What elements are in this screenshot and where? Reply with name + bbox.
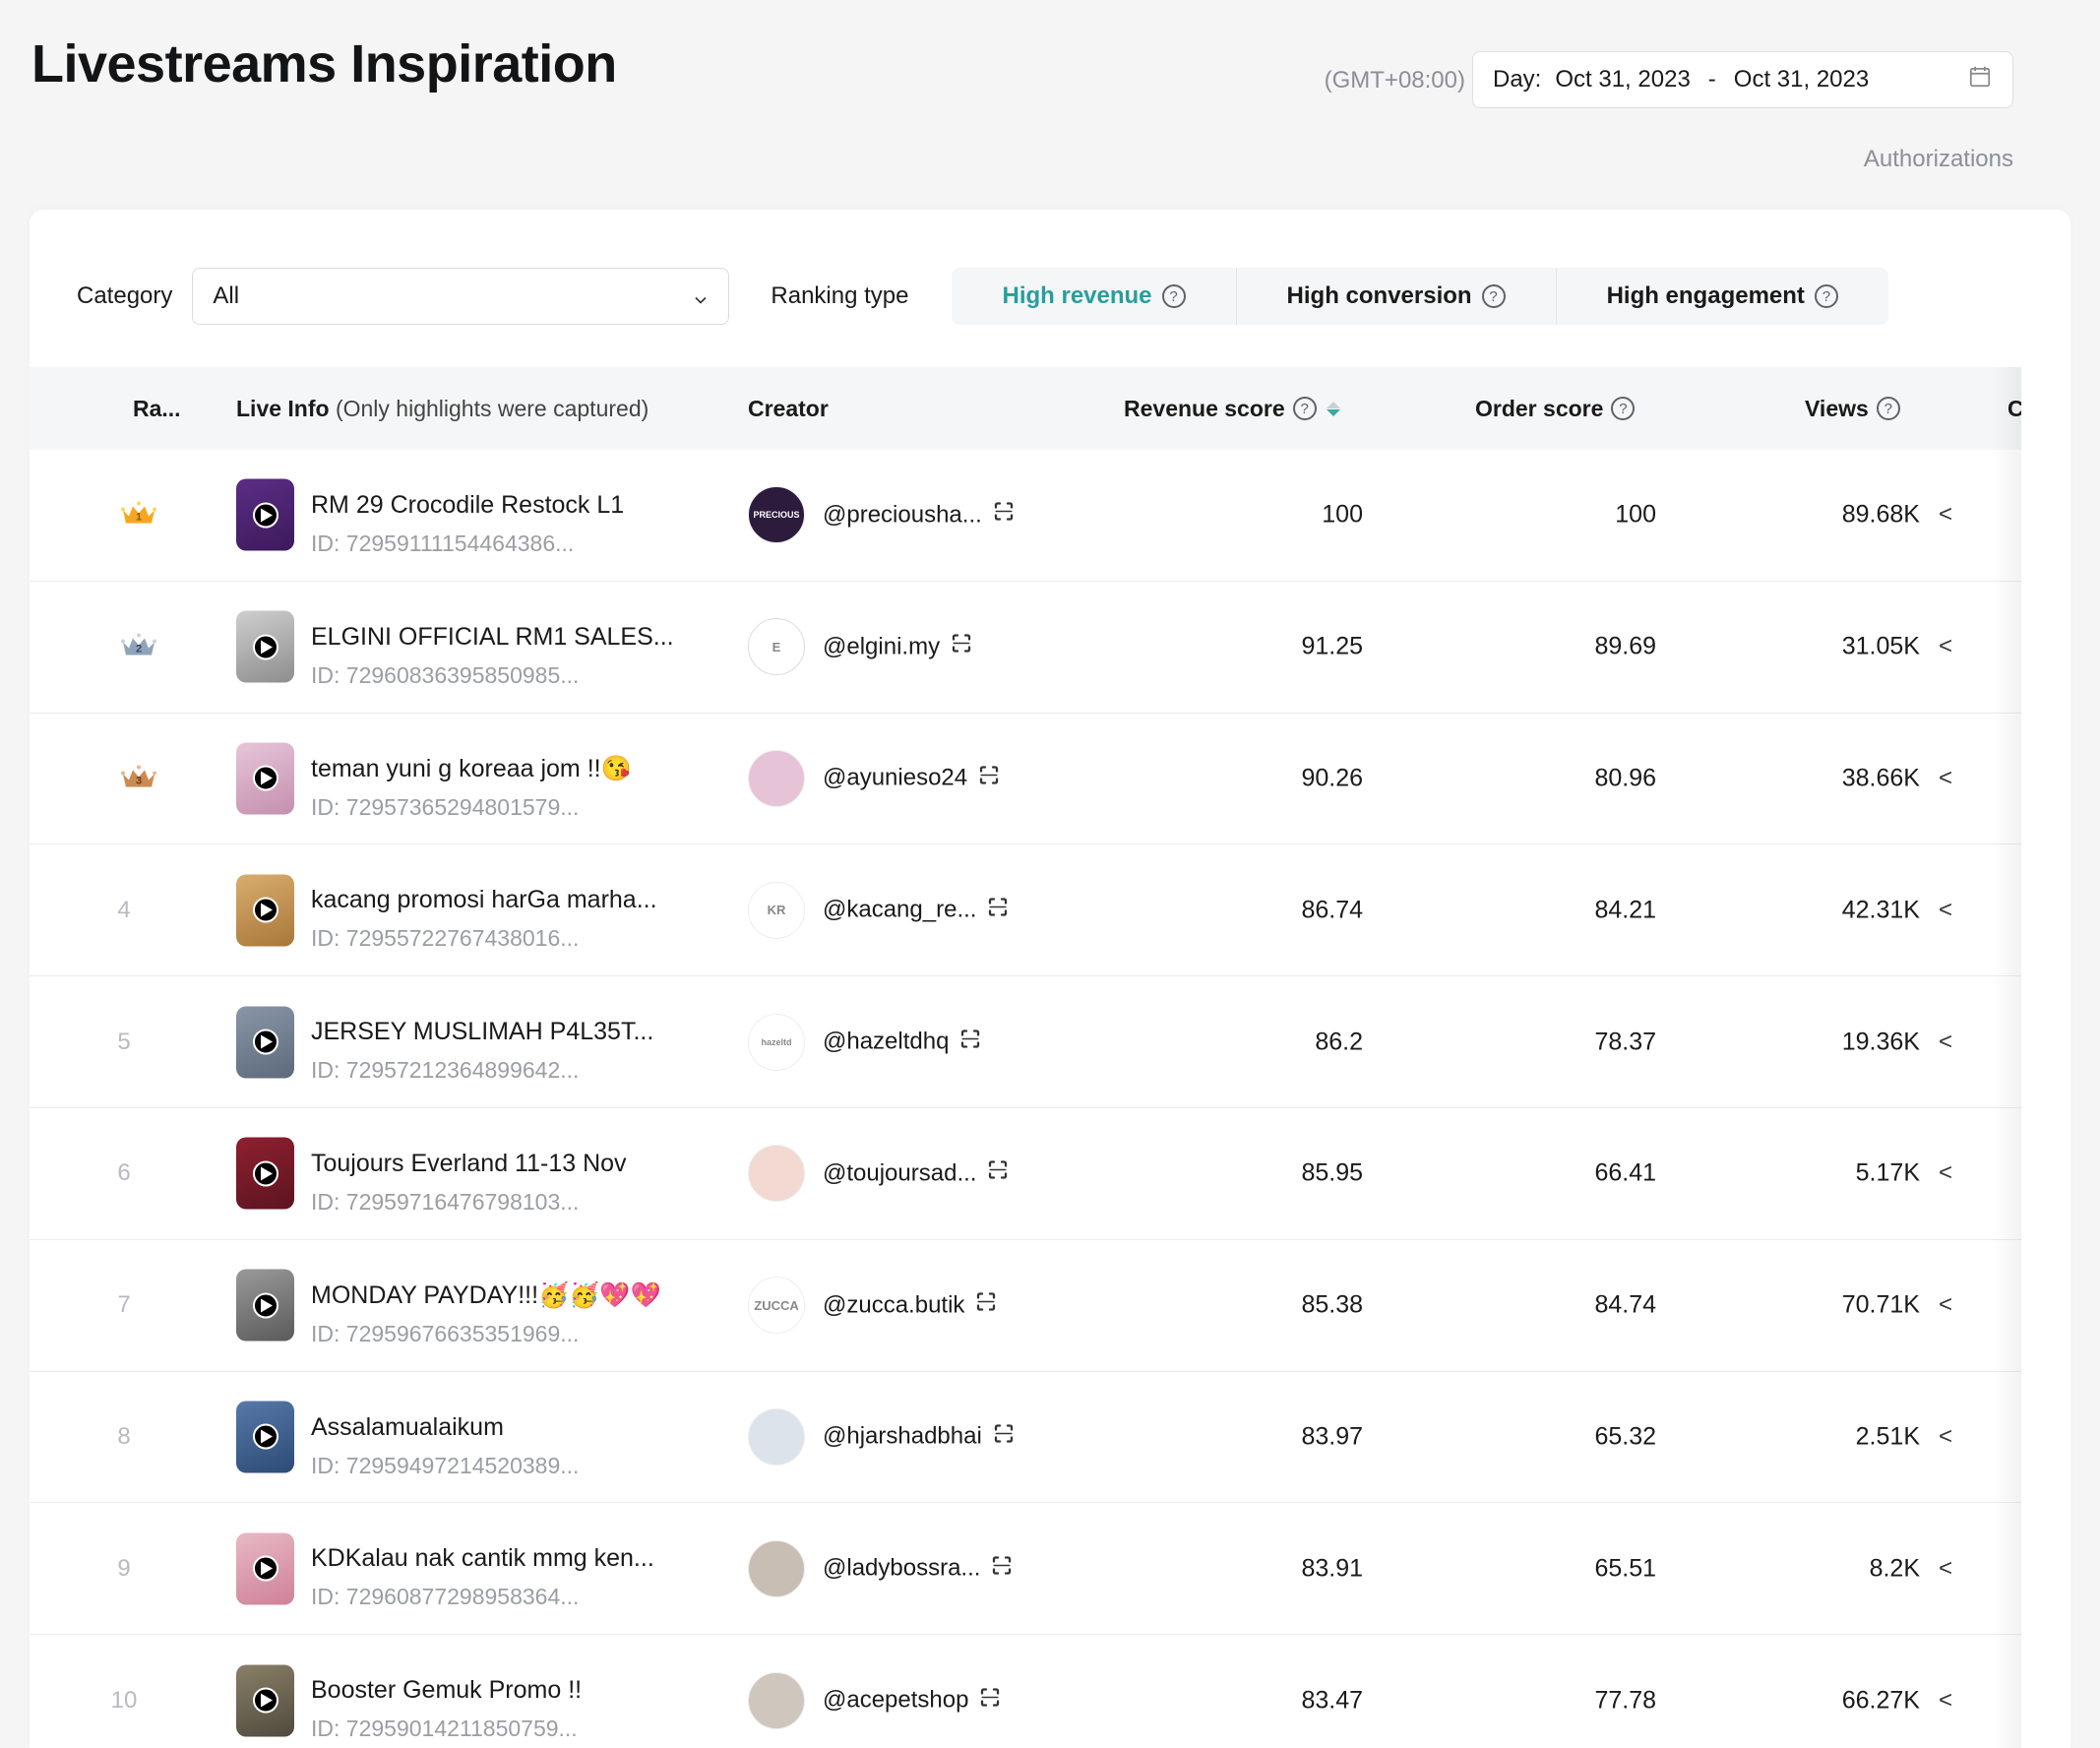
svg-text:3: 3 bbox=[136, 775, 142, 786]
svg-text:1: 1 bbox=[136, 512, 142, 524]
svg-text:2: 2 bbox=[136, 644, 142, 656]
